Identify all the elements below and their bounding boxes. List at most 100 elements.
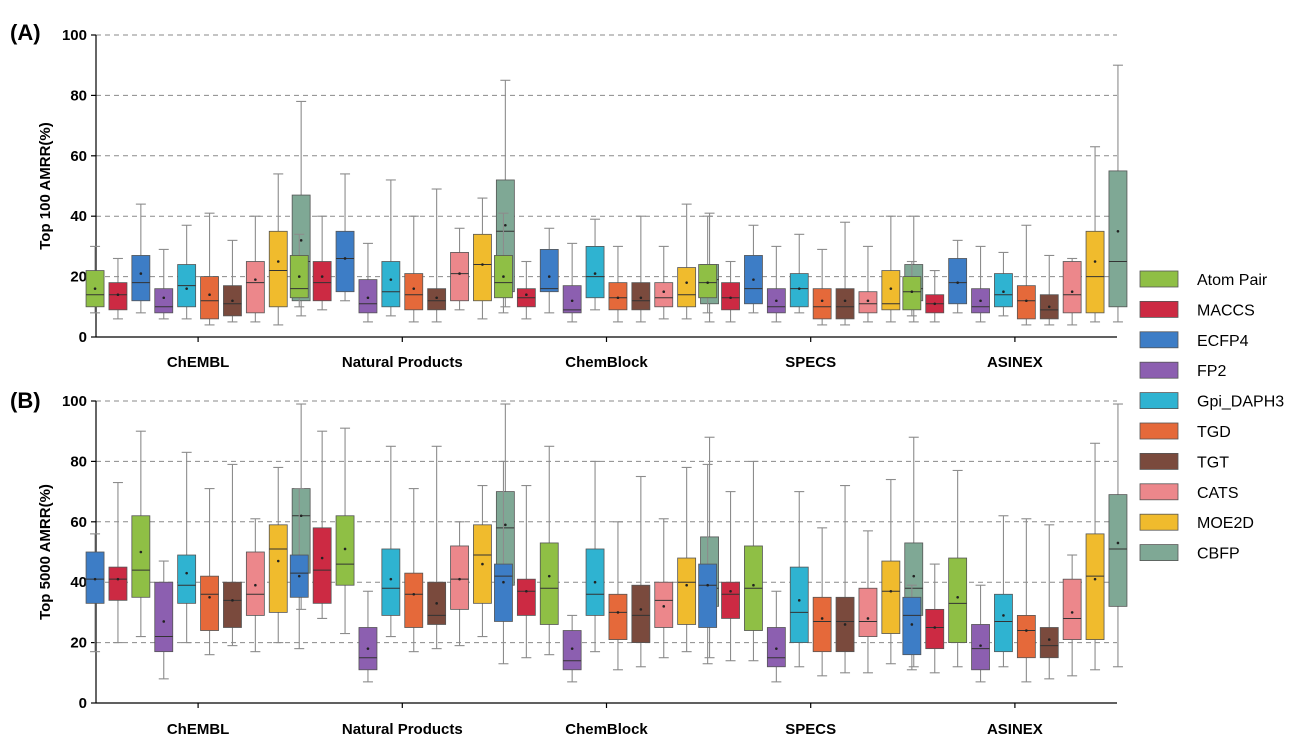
box-iqr xyxy=(721,581,740,619)
box-atom-pair xyxy=(131,430,151,638)
mean-dot xyxy=(366,647,370,650)
legend-label: MACCS xyxy=(1197,302,1255,319)
y-tick-label: 100 xyxy=(62,393,87,410)
box-iqr xyxy=(494,563,513,622)
box-cats xyxy=(858,530,878,674)
box-maccs xyxy=(925,270,945,323)
box-tgt xyxy=(835,221,855,326)
mean-dot xyxy=(276,260,280,263)
box-maccs xyxy=(312,430,332,619)
box-iqr xyxy=(994,593,1013,653)
panel-label: (B) xyxy=(10,388,41,413)
legend-item: TGT xyxy=(1139,452,1229,471)
mean-dot xyxy=(208,596,211,599)
box-iqr xyxy=(108,566,128,601)
mean-dot xyxy=(843,299,847,303)
mean-dot xyxy=(1002,614,1005,617)
box-iqr xyxy=(177,554,197,604)
category-label: ChEMBL xyxy=(167,721,230,738)
box-moe2d xyxy=(1085,146,1105,323)
box-moe2d xyxy=(268,466,288,644)
box-iqr xyxy=(902,596,922,656)
mean-dot xyxy=(1070,290,1074,294)
mean-dot xyxy=(775,647,778,650)
mean-dot xyxy=(1047,305,1051,309)
mean-dot xyxy=(910,290,914,294)
box-cats xyxy=(654,245,674,320)
box-iqr xyxy=(404,572,424,628)
box-iqr xyxy=(1108,170,1128,308)
box-iqr xyxy=(404,273,424,311)
mean-dot xyxy=(729,296,732,300)
box-maccs xyxy=(312,215,332,311)
mean-dot xyxy=(706,583,709,587)
legend-label: CBFP xyxy=(1197,546,1240,563)
box-fp2 xyxy=(971,245,990,323)
box-ecfp4 xyxy=(494,460,513,665)
mean-dot xyxy=(616,611,620,614)
mean-dot xyxy=(525,589,528,593)
box-cats xyxy=(1062,554,1082,677)
legend-item: TGD xyxy=(1139,422,1231,441)
box-maccs xyxy=(516,485,536,659)
mean-dot xyxy=(162,620,166,623)
mean-dot xyxy=(389,577,393,581)
box-fp2 xyxy=(971,584,990,683)
box-iqr xyxy=(948,258,968,305)
box-iqr xyxy=(858,587,878,637)
box-atom-pair xyxy=(948,469,968,668)
box-iqr xyxy=(812,288,832,320)
mean-dot xyxy=(458,577,461,581)
box-iqr xyxy=(131,255,151,302)
panel-b: (B) Top 5000 AMRR(%) 0 20 40 60 80 100 ChEMBL Nat… xyxy=(10,388,1128,738)
box-tgd xyxy=(200,212,219,326)
box-atom-pair xyxy=(698,215,718,314)
mean-dot xyxy=(547,275,551,278)
mean-dot xyxy=(797,287,801,290)
box-iqr xyxy=(312,527,332,604)
box-atom-pair xyxy=(85,245,105,314)
box-gpi-daph3 xyxy=(177,224,197,320)
legend-label: FP2 xyxy=(1197,363,1226,380)
box-fp2 xyxy=(358,590,378,683)
legend-swatch xyxy=(1139,361,1179,379)
category-label: SPECS xyxy=(785,354,836,371)
box-iqr xyxy=(835,288,855,320)
box-iqr xyxy=(450,545,469,610)
legend-swatch xyxy=(1139,422,1179,440)
legend-label: Gpi_DAPH3 xyxy=(1197,394,1284,411)
y-tick-label: 0 xyxy=(79,695,87,712)
box-iqr xyxy=(473,233,492,302)
box-maccs xyxy=(925,563,945,674)
mean-dot xyxy=(504,223,507,227)
mean-dot xyxy=(889,287,893,290)
box-moe2d xyxy=(268,173,288,326)
mean-dot xyxy=(162,296,166,300)
legend-item: CATS xyxy=(1139,483,1238,502)
box-tgt xyxy=(631,475,651,668)
box-fp2 xyxy=(358,242,378,323)
box-iqr xyxy=(789,566,809,643)
box-gpi-daph3 xyxy=(381,179,401,317)
y-tick-label: 80 xyxy=(70,87,87,104)
box-cats xyxy=(1062,257,1082,326)
legend-swatch xyxy=(1139,483,1179,501)
mean-dot xyxy=(185,571,188,575)
box-iqr xyxy=(381,261,401,308)
box-tgd xyxy=(608,245,628,323)
mean-dot xyxy=(1025,629,1028,632)
mean-dot xyxy=(299,514,303,518)
mean-dot xyxy=(481,562,484,566)
category-label: ASINEX xyxy=(987,721,1043,738)
box-iqr xyxy=(608,593,628,640)
box-iqr xyxy=(335,515,355,586)
mean-dot xyxy=(254,583,257,587)
box-ecfp4 xyxy=(335,173,355,302)
box-ecfp4 xyxy=(698,463,718,665)
mean-dot xyxy=(320,275,324,278)
box-maccs xyxy=(721,260,740,323)
box-cats xyxy=(450,227,469,311)
legend-swatch xyxy=(1139,331,1179,349)
box-iqr xyxy=(721,282,740,311)
box-iqr xyxy=(154,288,174,314)
